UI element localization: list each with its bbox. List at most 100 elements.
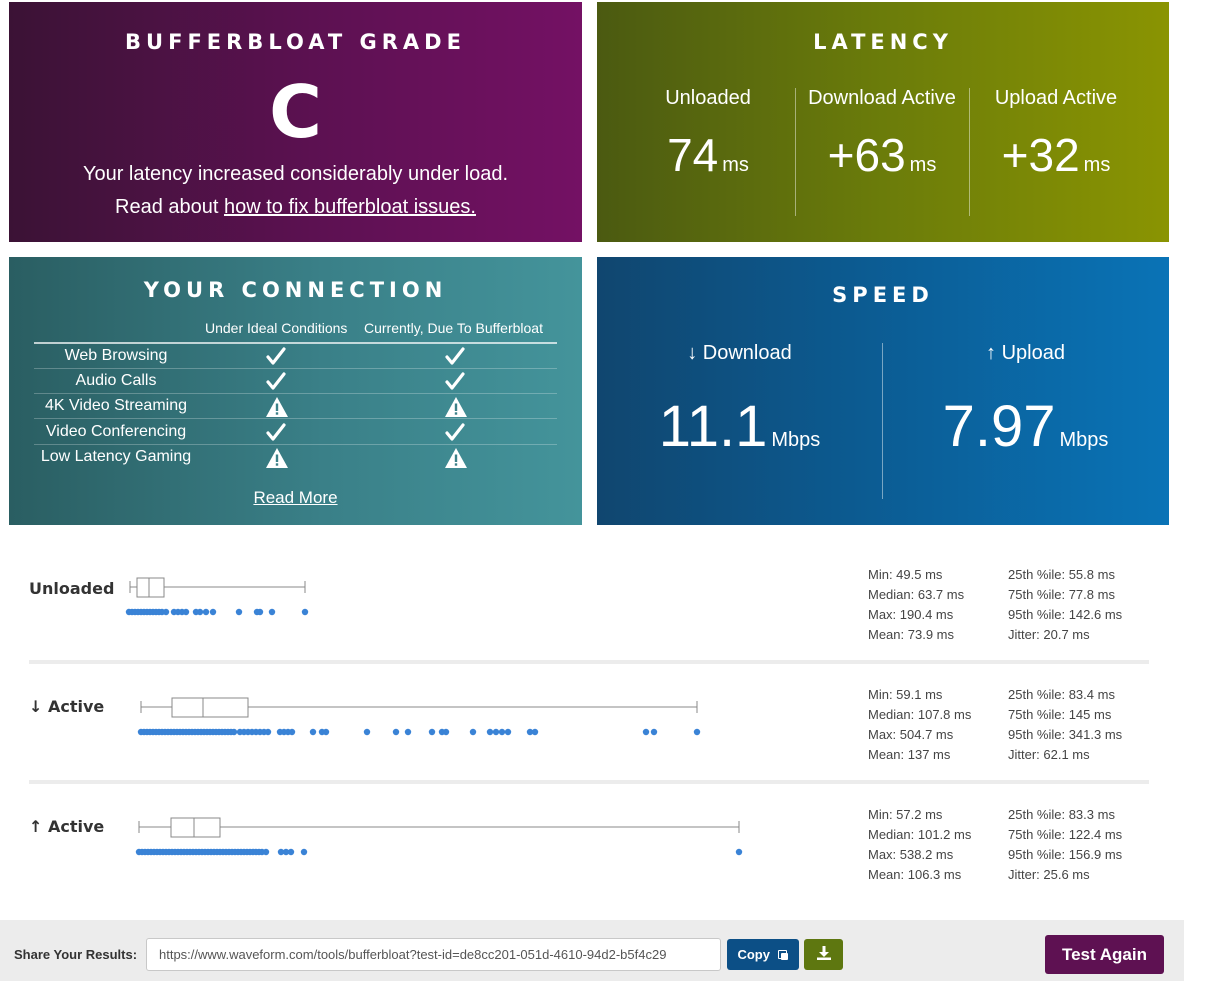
stat-max: Max: 504.7 ms: [868, 727, 954, 742]
latency-sample-dot: [230, 728, 238, 736]
latency-sample-dot: [498, 728, 506, 736]
copy-button[interactable]: Copy: [727, 939, 799, 970]
latency-sample-dot: [442, 728, 450, 736]
dist-label-unloaded: Unloaded: [29, 579, 115, 598]
fix-bufferbloat-link[interactable]: how to fix bufferbloat issues.: [223, 196, 476, 218]
stat-mean: Mean: 73.9 ms: [868, 627, 954, 642]
test-again-button[interactable]: Test Again: [1045, 935, 1164, 974]
stat-mean: Mean: 137 ms: [868, 747, 951, 762]
copy-icon: [777, 950, 789, 961]
latency-download-label: Download Active: [808, 87, 956, 109]
warning-icon: [444, 447, 468, 469]
stat-min: Min: 57.2 ms: [868, 807, 943, 822]
grade-read-about: Read about how to fix bufferbloat issues…: [9, 196, 582, 219]
latency-sample-dot: [235, 608, 243, 616]
download-label: ↓ Download: [687, 342, 792, 364]
latency-sample-dot: [392, 728, 400, 736]
connection-row-label: Video Conferencing: [45, 423, 187, 440]
latency-unloaded-unit: ms: [722, 154, 749, 176]
speed-divider: [882, 343, 883, 499]
latency-sample-dot: [287, 848, 295, 856]
latency-sample-dot: [202, 608, 210, 616]
speed-upload: ↑ Upload 7.97 Mbps: [883, 342, 1168, 460]
latency-sample-dot: [469, 728, 477, 736]
stat-25th: 25th %ile: 83.4 ms: [1008, 687, 1115, 702]
upload-label: ↑ Upload: [986, 342, 1065, 364]
dist-label-upload-active: ↑ Active: [29, 817, 105, 836]
latency-sample-dot: [531, 728, 539, 736]
stat-75th: 75th %ile: 122.4 ms: [1008, 827, 1123, 842]
header-divider: [34, 342, 557, 344]
check-icon: [265, 371, 289, 393]
col-ideal-header: Under Ideal Conditions: [205, 320, 348, 336]
boxplot-download-active: [137, 697, 701, 736]
latency-sample-dot: [526, 728, 534, 736]
upload-value: 7.97: [942, 394, 1056, 459]
speed-title: SPEED: [832, 283, 934, 307]
latency-download-value: +63: [827, 129, 906, 181]
connection-row-label: Audio Calls: [75, 372, 157, 389]
latency-sample-dot: [309, 728, 317, 736]
share-url-input[interactable]: [146, 938, 721, 971]
stat-jitter: Jitter: 62.1 ms: [1008, 747, 1090, 762]
stat-25th: 25th %ile: 83.3 ms: [1008, 807, 1115, 822]
check-icon: [444, 422, 468, 444]
stat-95th: 95th %ile: 156.9 ms: [1008, 847, 1123, 862]
grade-letter: C: [269, 70, 322, 154]
check-icon: [265, 346, 289, 368]
latency-sample-dot: [196, 608, 204, 616]
latency-sample-dot: [504, 728, 512, 736]
share-label: Share Your Results:: [14, 947, 138, 962]
latency-sample-dot: [650, 728, 658, 736]
latency-upload-label: Upload Active: [994, 87, 1118, 109]
download-value: 11.1: [658, 394, 768, 459]
latency-upload-active: Upload Active +32 ms: [970, 87, 1142, 182]
section-divider: [29, 780, 1149, 784]
grade-title: BUFFERBLOAT GRADE: [125, 30, 466, 54]
latency-sample-dot: [162, 608, 170, 616]
latency-divider: [795, 88, 796, 216]
latency-unloaded-label: Unloaded: [665, 87, 751, 109]
latency-download-active: Download Active +63 ms: [796, 87, 968, 182]
connection-row-label: 4K Video Streaming: [44, 397, 187, 414]
latency-sample-dot: [282, 848, 290, 856]
read-about-prefix: Read about: [115, 196, 224, 218]
latency-card: LATENCY Unloaded 74 ms Download Active +6…: [597, 2, 1169, 242]
stat-median: Median: 101.2 ms: [868, 827, 972, 842]
latency-download-unit: ms: [909, 154, 937, 176]
stat-jitter: Jitter: 20.7 ms: [1008, 627, 1090, 642]
latency-unloaded-value: 74: [667, 129, 719, 181]
row-divider: [34, 418, 557, 419]
latency-sample-dot: [642, 728, 650, 736]
stat-95th: 95th %ile: 142.6 ms: [1008, 607, 1123, 622]
stat-25th: 25th %ile: 55.8 ms: [1008, 567, 1115, 582]
row-divider: [34, 444, 557, 445]
warning-icon: [265, 396, 289, 418]
section-divider: [29, 660, 1149, 664]
latency-sample-dot: [735, 848, 743, 856]
latency-sample-dot: [264, 728, 272, 736]
speed-card: SPEED ↓ Download 11.1 Mbps ↑ Upload 7.97 M…: [597, 257, 1169, 525]
download-icon: [816, 946, 831, 960]
latency-sample-dot: [262, 848, 270, 856]
stat-median: Median: 107.8 ms: [868, 707, 972, 722]
latency-sample-dot: [301, 608, 309, 616]
read-more-link[interactable]: Read More: [253, 488, 338, 507]
latency-sample-dot: [322, 728, 330, 736]
download-results-button[interactable]: [804, 939, 843, 970]
latency-sample-dot: [492, 728, 500, 736]
check-icon: [265, 422, 289, 444]
latency-upload-value: +32: [1001, 129, 1080, 181]
latency-unloaded: Unloaded 74 ms: [622, 87, 794, 182]
page-scrollbar[interactable]: [1184, 0, 1213, 981]
share-bar: Share Your Results: Copy Test Again: [0, 920, 1184, 981]
stat-95th: 95th %ile: 341.3 ms: [1008, 727, 1123, 742]
stat-75th: 75th %ile: 145 ms: [1008, 707, 1112, 722]
warning-icon: [265, 447, 289, 469]
stat-min: Min: 59.1 ms: [868, 687, 943, 702]
upload-unit: Mbps: [1059, 429, 1109, 451]
your-connection-card: YOUR CONNECTION Under Ideal Conditions C…: [9, 257, 582, 525]
speed-download: ↓ Download 11.1 Mbps: [597, 342, 882, 460]
boxplot-unloaded: [125, 577, 309, 616]
latency-sample-dot: [404, 728, 412, 736]
